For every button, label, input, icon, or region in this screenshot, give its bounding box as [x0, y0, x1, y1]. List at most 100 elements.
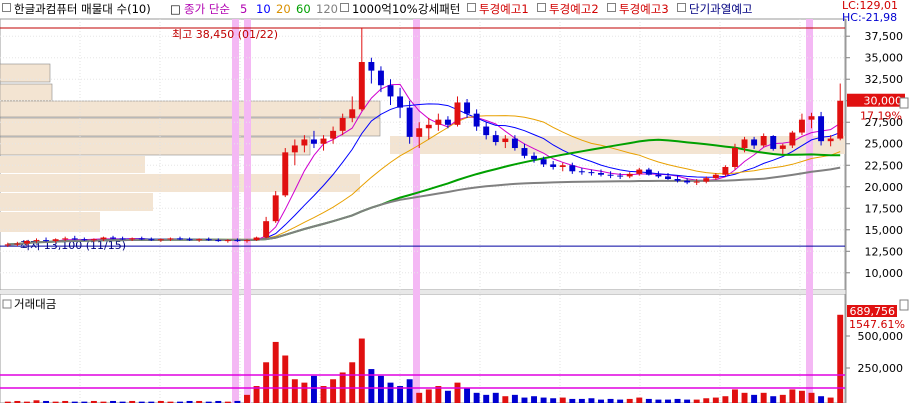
volume-panel-title: 거래대금 [14, 297, 56, 311]
candle-body [368, 62, 375, 71]
warn1-label[interactable]: 투경예고1 [479, 2, 529, 16]
ma120-label[interactable]: 120 [316, 2, 338, 16]
candle-body [607, 174, 614, 176]
candle-body [52, 239, 59, 241]
chart-title[interactable]: 한글과컴퓨터 매물대 수(10) [14, 2, 151, 16]
candle-body [636, 169, 643, 174]
volume-bar [23, 401, 30, 403]
volume-profile-bar [0, 136, 311, 156]
volume-bar [712, 397, 719, 403]
candle-body [23, 240, 30, 244]
ma10-label[interactable]: 10 [256, 2, 271, 16]
volume-bar [521, 397, 528, 403]
candle-body [779, 145, 786, 149]
candle-body [789, 132, 796, 146]
warn3-checkbox[interactable] [607, 3, 616, 12]
candle-body [454, 102, 461, 125]
candle-body [578, 171, 585, 173]
volume-current-box [847, 305, 897, 317]
volume-bar [377, 375, 384, 403]
volume-bar [186, 400, 193, 403]
settings-checkbox[interactable] [2, 3, 11, 12]
candle-body [626, 173, 633, 177]
volume-bar [215, 400, 222, 403]
candle-body [282, 152, 289, 196]
volume-bar [607, 398, 614, 403]
volume-panel-frame [0, 293, 846, 403]
volume-bar [741, 392, 748, 403]
price-tick-label: 20,000 [865, 181, 904, 194]
candle-body [425, 124, 432, 129]
candle-body [531, 155, 538, 160]
candle-body [244, 240, 250, 242]
highlight-bands [232, 19, 813, 403]
item-strong-pattern[interactable]: 강세패턴 [418, 2, 461, 16]
candle-body [808, 116, 815, 120]
overheat-checkbox[interactable] [677, 3, 686, 12]
item-1000eok[interactable]: 1000억 [352, 2, 392, 16]
volume-bar [569, 398, 576, 403]
volume-bar [818, 396, 825, 403]
highlight-band [244, 19, 251, 403]
axis-bg [846, 19, 910, 403]
1000eok-checkbox[interactable] [340, 3, 349, 12]
volume-bar [349, 362, 356, 403]
volume-bar [52, 401, 59, 403]
candle-body [617, 175, 624, 177]
highlight-band [232, 19, 239, 403]
candle-body [770, 136, 777, 149]
item-10pct[interactable]: 10% [392, 2, 418, 16]
volume-profile-bar [0, 212, 100, 232]
candle-body [33, 240, 40, 242]
ma-prefix[interactable]: 종가 단순 [184, 2, 230, 16]
candle-body [435, 119, 442, 125]
price-axis: 37,500 35,000 32,500 30,000 27,500 25,000 22,5… [845, 19, 910, 403]
volume-bar [760, 392, 767, 403]
warn2-label[interactable]: 투경예고2 [549, 2, 599, 16]
warn1-checkbox[interactable] [467, 3, 476, 12]
candle-body [14, 243, 21, 245]
volume-bar [224, 401, 231, 403]
volume-bar [177, 401, 183, 403]
volume-bar [157, 400, 164, 403]
volume-bar [119, 401, 126, 403]
short-overheat-label[interactable]: 단기과열예고 [689, 2, 753, 16]
volume-bar [531, 396, 538, 403]
candle-body [569, 165, 576, 172]
ma-toggle-box[interactable]: □ [170, 2, 181, 16]
candle-body [339, 117, 346, 131]
candle-body [387, 85, 394, 97]
volume-bar [406, 379, 413, 403]
volume-current-label: 689,756 [850, 305, 896, 318]
volume-bar [636, 397, 643, 403]
candle-body [550, 164, 557, 167]
volume-bar [645, 398, 652, 403]
candle-body [703, 178, 710, 182]
volume-bar [138, 401, 145, 403]
candle-body [43, 240, 50, 242]
candle-body [157, 239, 164, 241]
warn3-label[interactable]: 투경예고3 [619, 2, 669, 16]
warn2-checkbox[interactable] [537, 3, 546, 12]
volume-panel-checkbox [2, 299, 12, 309]
candle-body [464, 102, 471, 114]
candle-body [397, 96, 404, 108]
volume-bar [330, 379, 337, 403]
candle-body [330, 130, 337, 139]
ma20-label[interactable]: 20 [276, 2, 291, 16]
volume-bar [358, 338, 365, 403]
ma60-label[interactable]: 60 [296, 2, 311, 16]
volume-bar [464, 388, 471, 403]
volume-bar [703, 398, 710, 403]
ma5-label[interactable]: 5 [240, 2, 248, 16]
candle-body [177, 238, 183, 240]
candle-body [263, 221, 270, 238]
candle-body [712, 174, 719, 179]
candle-body [827, 138, 834, 142]
candle-body [483, 126, 490, 136]
volume-bar [798, 390, 805, 403]
current-price-box [847, 93, 905, 107]
current-price-label: 30,000 [864, 95, 903, 108]
volume-bar [416, 392, 423, 403]
